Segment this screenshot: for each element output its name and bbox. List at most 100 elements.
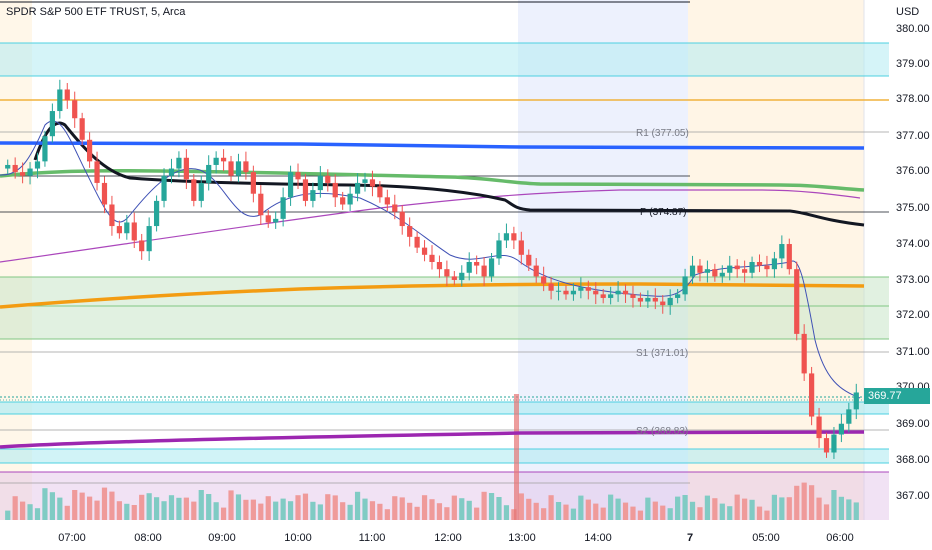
candle-body xyxy=(228,161,234,176)
candle-body xyxy=(630,294,636,298)
currency-label: USD xyxy=(896,6,920,18)
volume-bar xyxy=(481,491,487,520)
candle-body xyxy=(20,172,26,176)
candle-body xyxy=(838,423,844,435)
volume-bar xyxy=(273,501,279,520)
ma-blue-thin xyxy=(0,120,861,399)
volume-bar xyxy=(250,499,256,520)
volume-bar xyxy=(42,488,48,520)
candle-body xyxy=(645,297,651,302)
candle-body xyxy=(161,175,167,201)
candle-body xyxy=(250,172,256,194)
candle-body xyxy=(414,236,420,248)
volume-bar xyxy=(742,498,748,520)
candle-body xyxy=(131,222,137,241)
candle-body xyxy=(570,290,577,295)
candle-body xyxy=(317,175,323,191)
candle-body xyxy=(474,262,480,266)
volume-bar xyxy=(258,503,264,520)
volume-bar xyxy=(310,501,316,520)
y-tick: 367.00 xyxy=(896,490,930,502)
candle-body xyxy=(667,297,673,306)
candle-body xyxy=(5,164,11,169)
x-tick: 08:00 xyxy=(134,532,162,544)
volume-bar xyxy=(176,497,182,520)
candle-body xyxy=(764,265,770,270)
candle-body xyxy=(243,161,249,173)
x-tick: 14:00 xyxy=(584,532,612,544)
volume-bar xyxy=(109,491,115,520)
volume-bar xyxy=(49,492,55,520)
candle-body xyxy=(704,269,711,273)
candle-body xyxy=(541,276,547,284)
volume-bar xyxy=(414,506,420,520)
volume-bar xyxy=(652,501,658,520)
y-tick: 371.00 xyxy=(896,346,930,358)
volume-bar xyxy=(831,490,837,520)
volume-bar xyxy=(786,497,792,520)
x-tick: 10:00 xyxy=(284,532,312,544)
volume-bar xyxy=(12,496,18,520)
candle-body xyxy=(94,161,100,183)
volume-bar xyxy=(637,510,644,520)
candle-body xyxy=(734,265,740,270)
candle-body xyxy=(444,269,450,277)
candle-body xyxy=(593,290,599,295)
x-tick: 11:00 xyxy=(359,532,386,544)
candle-body xyxy=(399,211,405,227)
volume-bar xyxy=(34,508,41,520)
volume-bar xyxy=(645,497,651,520)
candle-body xyxy=(727,265,733,273)
volume-bar xyxy=(853,502,859,520)
volume-bar xyxy=(407,502,413,520)
candle-body xyxy=(615,290,621,295)
ma-purple-long xyxy=(0,430,865,449)
y-tick: 380.00 xyxy=(896,23,930,35)
resistance-zone-top xyxy=(0,43,889,76)
volume-bar xyxy=(220,507,227,520)
volume-bar xyxy=(585,499,591,520)
y-tick: 368.00 xyxy=(896,454,930,466)
volume-bar xyxy=(369,501,376,520)
volume-bar xyxy=(131,505,137,520)
volume-bar xyxy=(228,490,234,520)
candle-body xyxy=(332,182,338,198)
volume-bar xyxy=(101,487,108,520)
volume-bar xyxy=(183,497,189,520)
volume-bar xyxy=(555,502,562,520)
volume-bar xyxy=(563,504,569,520)
volume-bar xyxy=(779,497,785,520)
volume-bar xyxy=(622,502,629,520)
pivot-p-label: P (374.87) xyxy=(640,207,687,218)
candle-body xyxy=(72,100,78,119)
volume-bar xyxy=(503,505,510,520)
candle-body xyxy=(139,240,145,252)
volume-bar xyxy=(451,495,457,520)
candle-body xyxy=(697,265,703,273)
volume-bar xyxy=(72,490,78,520)
candle-body xyxy=(280,197,286,219)
volume-bar xyxy=(153,497,160,520)
candle-body xyxy=(429,254,435,262)
volume-bar xyxy=(823,504,830,520)
volume-bar xyxy=(243,499,249,520)
volume-bar xyxy=(518,493,524,520)
volume-bar xyxy=(295,495,301,520)
volume-bar xyxy=(399,497,405,520)
candle-body xyxy=(176,157,182,169)
volume-bar xyxy=(719,503,725,520)
candle-body xyxy=(488,258,495,277)
candle-body xyxy=(258,193,264,216)
candle-body xyxy=(27,168,33,176)
candle-body xyxy=(459,272,465,280)
candle-body xyxy=(220,157,227,162)
volume-bar xyxy=(541,508,547,520)
candle-body xyxy=(183,157,189,180)
volume-bar xyxy=(675,496,681,520)
volume-bar xyxy=(704,495,711,520)
candle-body xyxy=(34,161,41,169)
volume-bar xyxy=(198,490,204,520)
volume-bar xyxy=(660,505,666,520)
candle-body xyxy=(116,226,122,234)
